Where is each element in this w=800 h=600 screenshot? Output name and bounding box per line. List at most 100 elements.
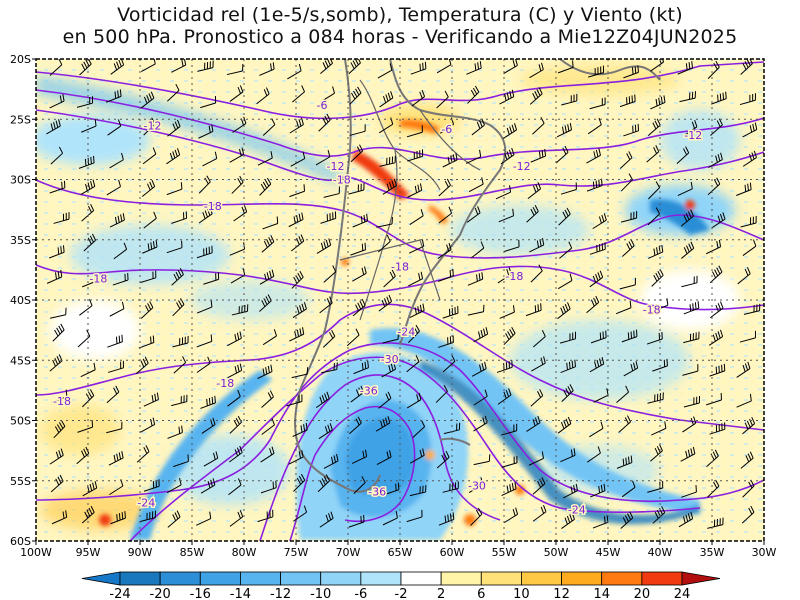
wind-barb bbox=[706, 392, 722, 406]
wind-barb bbox=[466, 61, 482, 75]
wind-barb bbox=[681, 275, 698, 288]
map-title-line-1: Vorticidad rel (1e-5/s,somb), Temperatur… bbox=[117, 4, 683, 26]
wind-barb bbox=[198, 124, 214, 139]
wind-barb bbox=[198, 175, 211, 194]
wind-barb bbox=[257, 509, 274, 523]
wind-barb bbox=[83, 233, 97, 252]
wind-barb bbox=[171, 268, 184, 286]
wind-barb bbox=[408, 271, 424, 287]
wind-barb bbox=[108, 451, 124, 466]
wind-barb bbox=[136, 445, 150, 463]
wind-barb bbox=[589, 242, 606, 255]
lon-tick-label: 40W bbox=[648, 546, 673, 559]
wind-barb bbox=[166, 182, 183, 196]
latitude-ticks: 20S 25S 30S 35S 40S 45S 50S 55S 60S bbox=[10, 53, 36, 548]
wind-barb bbox=[135, 356, 149, 375]
wind-barb bbox=[532, 330, 546, 348]
wind-barb bbox=[291, 234, 305, 252]
contour-label: -18 bbox=[333, 174, 351, 187]
wind-barb bbox=[438, 512, 455, 526]
wind-barb bbox=[76, 446, 90, 465]
contour-label: -18 bbox=[53, 395, 71, 408]
wind-barb bbox=[46, 119, 61, 135]
wind-barb bbox=[616, 455, 633, 469]
wind-barb bbox=[322, 329, 336, 348]
wind-barb bbox=[739, 93, 756, 106]
contour-label: -18 bbox=[505, 270, 523, 283]
wind-barb bbox=[166, 478, 182, 494]
wind-barb bbox=[646, 331, 663, 345]
wind-barb bbox=[409, 448, 425, 464]
wind-barb bbox=[683, 395, 701, 408]
wind-barb bbox=[501, 481, 517, 497]
wind-barb bbox=[682, 416, 697, 433]
wind-barb bbox=[196, 511, 212, 526]
wind-barb bbox=[497, 388, 512, 405]
wind-barb bbox=[142, 239, 158, 254]
contour-label: -18 bbox=[216, 377, 234, 390]
wind-barb bbox=[292, 302, 307, 319]
wind-barb bbox=[678, 511, 694, 528]
wind-barb bbox=[676, 146, 690, 164]
wind-barb bbox=[586, 148, 601, 164]
wind-barb bbox=[320, 59, 333, 75]
wind-barb bbox=[588, 65, 605, 78]
wind-barb bbox=[619, 151, 633, 169]
wind-barb bbox=[196, 245, 213, 259]
colorbar-label: -10 bbox=[310, 587, 331, 600]
wind-barb bbox=[171, 211, 188, 224]
wind-barb bbox=[173, 356, 187, 374]
wind-barb bbox=[558, 207, 571, 226]
colorbar-high-triangle bbox=[681, 571, 721, 586]
wind-barb bbox=[736, 361, 751, 378]
wind-barb bbox=[589, 270, 604, 288]
wind-barb bbox=[436, 90, 449, 109]
wind-barb bbox=[466, 206, 481, 223]
wind-barb bbox=[49, 307, 67, 319]
colorbar-swatch bbox=[561, 571, 603, 586]
wind-barb bbox=[349, 416, 362, 435]
wind-barb bbox=[76, 96, 94, 108]
wind-barb bbox=[46, 269, 63, 284]
wind-barb bbox=[348, 183, 365, 195]
wind-barb bbox=[138, 335, 155, 349]
wind-barb bbox=[112, 272, 129, 286]
contour-label: -18 bbox=[643, 304, 661, 317]
wind-barb bbox=[317, 474, 331, 493]
wind-barb bbox=[109, 152, 124, 169]
wind-barb bbox=[233, 205, 248, 222]
wind-barb bbox=[50, 474, 64, 493]
wind-barb bbox=[143, 117, 156, 136]
wind-barb bbox=[531, 356, 546, 372]
wind-barb bbox=[406, 355, 420, 373]
wind-barb bbox=[623, 65, 639, 79]
wind-barb bbox=[619, 277, 636, 290]
wind-barb bbox=[196, 356, 211, 373]
wind-barb bbox=[81, 273, 98, 288]
contour-labels: -6-6-12-12 -12-12-18-18-18-18-18-18-18-18… bbox=[52, 97, 704, 518]
contour-label: -30 bbox=[381, 353, 399, 366]
wind-barb bbox=[353, 360, 369, 375]
wind-barb bbox=[50, 146, 64, 165]
wind-barb bbox=[435, 384, 448, 403]
wind-barb bbox=[53, 212, 70, 224]
wind-barb bbox=[620, 511, 634, 529]
wind-barb bbox=[406, 509, 423, 523]
colorbar-label: 2 bbox=[437, 587, 445, 600]
wind-barb bbox=[709, 422, 726, 435]
wind-barb bbox=[350, 242, 367, 256]
colorbar-swatch bbox=[199, 571, 241, 586]
wind-barb bbox=[81, 119, 97, 133]
lon-tick-label: 60W bbox=[440, 546, 465, 559]
contour-label: -12 bbox=[327, 160, 345, 173]
wind-barb bbox=[166, 148, 181, 165]
wind-barb bbox=[376, 450, 392, 465]
colorbar-swatch bbox=[360, 571, 402, 586]
wind-barb bbox=[586, 295, 600, 314]
wind-barb bbox=[593, 388, 609, 403]
wind-barb bbox=[741, 505, 755, 524]
lon-tick-label: 85W bbox=[180, 546, 205, 559]
wind-barb bbox=[109, 301, 125, 317]
wind-barb bbox=[259, 62, 275, 76]
wind-barb bbox=[442, 354, 456, 373]
